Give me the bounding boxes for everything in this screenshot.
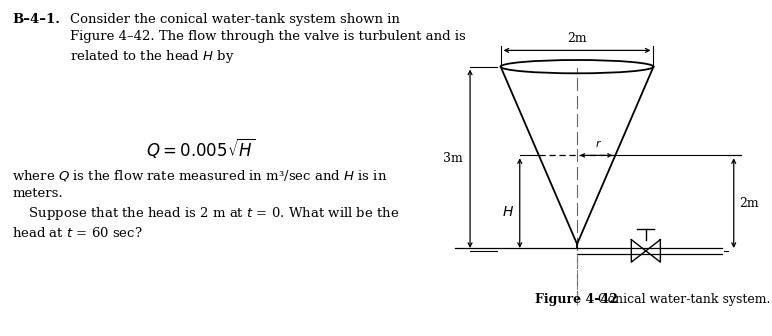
Text: Consider the conical water-tank system shown in
Figure 4–42. The flow through th: Consider the conical water-tank system s… bbox=[70, 13, 466, 65]
Text: $r$: $r$ bbox=[594, 138, 601, 149]
Text: 2m: 2m bbox=[740, 197, 759, 210]
Text: 2m: 2m bbox=[567, 32, 587, 45]
Text: where $Q$ is the flow rate measured in m³/sec and $H$ is in
meters.
    Suppose : where $Q$ is the flow rate measured in m… bbox=[12, 168, 400, 240]
Text: $H$: $H$ bbox=[502, 205, 514, 219]
Text: 3m: 3m bbox=[443, 152, 463, 165]
Text: Figure 4–42: Figure 4–42 bbox=[535, 293, 618, 305]
Text: B–4–1.: B–4–1. bbox=[12, 13, 60, 27]
Text: Conical water-tank system.: Conical water-tank system. bbox=[598, 293, 770, 305]
Text: $Q = 0.005\sqrt{H}$: $Q = 0.005\sqrt{H}$ bbox=[146, 136, 256, 160]
